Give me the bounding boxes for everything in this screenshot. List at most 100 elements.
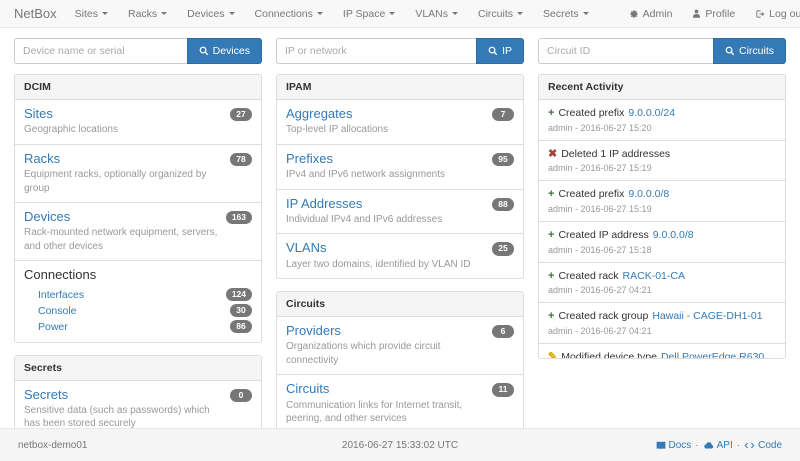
ip-search-button-label: IP: [502, 45, 512, 57]
activity-line: + Created IP address 9.0.0.0/8: [548, 228, 776, 243]
activity-object-link[interactable]: Hawaii - CAGE-DH1-01: [652, 310, 763, 323]
nav-item-profile[interactable]: Profile: [692, 8, 735, 20]
dcim-row-sites[interactable]: Sites 27 Geographic locations: [15, 100, 261, 145]
circuits-desc-providers: Organizations which provide circuit conn…: [286, 341, 441, 366]
dcim-badge-interfaces: 124: [225, 287, 252, 301]
nav-item-label: Circuits: [478, 7, 514, 20]
ipam-desc-vlans: Layer two domains, identified by VLAN ID: [286, 258, 471, 270]
chevron-down-icon: [517, 12, 524, 15]
nav-item-label: Profile: [705, 7, 736, 20]
activity-list[interactable]: + Created prefix 9.0.0.0/24 admin - 2016…: [539, 100, 785, 358]
chevron-down-icon: [228, 12, 235, 15]
page-footer: netbox-demo01 2016-06-27 15:33:02 UTC Do…: [0, 428, 800, 461]
activity-object-link[interactable]: 9.0.0.0/8: [628, 188, 670, 201]
panel-recent-activity: Recent Activity + Created prefix 9.0.0.0…: [538, 74, 786, 359]
column-dcim: DCIM Sites 27 Geographic locations Racks…: [14, 74, 262, 451]
dcim-link-sites[interactable]: Sites: [24, 106, 53, 121]
activity-object-link[interactable]: 9.0.0.0/8: [652, 228, 694, 241]
dcim-link-interfaces[interactable]: Interfaces: [38, 288, 85, 301]
ipam-row-aggregates[interactable]: Aggregates 7 Top-level IP allocations: [277, 100, 523, 145]
secrets-link-secrets[interactable]: Secrets: [24, 386, 69, 402]
dcim-subrow-console[interactable]: Console 30: [24, 303, 252, 319]
code-icon: [744, 441, 755, 450]
activity-item[interactable]: + Created prefix 9.0.0.0/24 admin - 2016…: [539, 100, 785, 141]
ipam-row-ip-addresses[interactable]: IP Addresses 88 Individual IPv4 and IPv6…: [277, 190, 523, 235]
nav-item-racks[interactable]: Racks: [128, 8, 168, 20]
activity-object-link[interactable]: 9.0.0.0/24: [628, 107, 676, 119]
device-search-button[interactable]: Devices: [186, 38, 262, 64]
ipam-link-aggregates[interactable]: Aggregates: [286, 106, 353, 121]
activity-item[interactable]: ✖ Deleted 1 IP addresses admin - 2016-06…: [539, 141, 785, 182]
dcim-subrow-interfaces[interactable]: Interfaces 124: [24, 287, 252, 303]
ip-search-button[interactable]: IP: [476, 38, 524, 64]
circuit-search-button[interactable]: Circuits: [712, 38, 786, 64]
footer-link-docs[interactable]: Docs: [656, 440, 691, 451]
column-ipam: IPAM Aggregates 7 Top-level IP allocatio…: [276, 74, 524, 446]
ipam-row-prefixes[interactable]: Prefixes 95 IPv4 and IPv6 network assign…: [277, 145, 523, 190]
panel-activity-title: Recent Activity: [539, 75, 785, 100]
nav-item-circuits[interactable]: Circuits: [478, 7, 524, 20]
nav-item-admin[interactable]: Admin: [629, 8, 672, 20]
activity-object-link[interactable]: Dell PowerEdge R630: [660, 350, 765, 358]
dcim-badge-sites: 27: [230, 108, 252, 122]
device-search-input[interactable]: [14, 38, 187, 64]
dcim-link-racks[interactable]: Racks: [24, 150, 61, 166]
activity-item[interactable]: + Created rack RACK-01-CA admin - 2016-0…: [539, 263, 785, 304]
circuits-badge-providers: 6: [492, 325, 514, 339]
circuits-link-circuits[interactable]: Circuits: [286, 381, 330, 397]
nav-item-label: Connections: [254, 7, 313, 20]
activity-item[interactable]: + Created rack group Hawaii - CAGE-DH1-0…: [539, 303, 785, 344]
dcim-link-console[interactable]: Console: [38, 304, 77, 317]
chevron-down-icon: [161, 12, 168, 15]
dcim-row-racks[interactable]: Racks 78 Equipment racks, optionally org…: [15, 145, 261, 203]
activity-item[interactable]: + Created IP address 9.0.0.0/8 admin - 2…: [539, 222, 785, 263]
nav-item-devices[interactable]: Devices: [187, 8, 235, 20]
nav-item-secrets[interactable]: Secrets: [543, 8, 589, 20]
nav-item-ip-space[interactable]: IP Space: [343, 8, 396, 20]
circuits-link-providers[interactable]: Providers: [286, 323, 341, 338]
circuit-search-input[interactable]: [538, 38, 713, 64]
ipam-link-vlans[interactable]: VLANs: [286, 240, 327, 256]
activity-item[interactable]: + Created prefix 9.0.0.0/8 admin - 2016-…: [539, 181, 785, 222]
dcim-row-connections: Connections Interfaces 124 Console 30 Po…: [15, 261, 261, 341]
nav-item-connections[interactable]: Connections: [255, 8, 323, 20]
nav-item-logout[interactable]: Log out: [755, 8, 800, 20]
nav-menu: Sites Racks Devices Connections IP Space…: [75, 8, 609, 20]
nav-item-label: Secrets: [543, 7, 579, 20]
dcim-subrow-power[interactable]: Power 86: [24, 319, 252, 335]
ipam-row-vlans[interactable]: VLANs 25 Layer two domains, identified b…: [277, 234, 523, 278]
activity-item[interactable]: ✎ Modified device type Dell PowerEdge R6…: [539, 344, 785, 358]
brand-logo[interactable]: NetBox: [14, 6, 57, 21]
plus-icon: +: [548, 310, 555, 323]
nav-item-label: Log out: [769, 7, 800, 20]
activity-action: Modified device type: [561, 350, 657, 358]
ipam-desc-prefixes: IPv4 and IPv6 network assignments: [286, 169, 445, 180]
circuits-row-circuits[interactable]: Circuits 11 Communication links for Inte…: [277, 375, 523, 432]
nav-item-label: Sites: [74, 7, 98, 20]
secrets-row-secrets[interactable]: Secrets 0 Sensitive data (such as passwo…: [15, 381, 261, 438]
dcim-link-devices[interactable]: Devices: [24, 209, 71, 224]
nav-item-sites[interactable]: Sites: [75, 8, 108, 20]
search-icon: [199, 46, 209, 56]
activity-line: + Created rack group Hawaii - CAGE-DH1-0…: [548, 309, 776, 324]
activity-meta: admin - 2016-06-27 15:19: [548, 163, 652, 174]
search-bar-row: Devices IP Circu: [14, 38, 786, 64]
circuits-row-providers[interactable]: Providers 6 Organizations which provide …: [277, 317, 523, 376]
dcim-link-power[interactable]: Power: [38, 320, 68, 333]
ipam-link-prefixes[interactable]: Prefixes: [286, 150, 333, 166]
circuits-badge-circuits: 11: [492, 383, 514, 397]
activity-action: Created rack: [558, 269, 619, 282]
ip-search-input[interactable]: [276, 38, 477, 64]
footer-link-api[interactable]: API: [703, 440, 733, 451]
dcim-badge-devices: 163: [225, 211, 252, 225]
dcim-desc-devices: Rack-mounted network equipment, servers,…: [24, 227, 218, 252]
panel-dcim: DCIM Sites 27 Geographic locations Racks…: [14, 74, 262, 343]
activity-object-link[interactable]: RACK-01-CA: [622, 269, 685, 282]
nav-item-vlans[interactable]: VLANs: [415, 8, 459, 20]
plus-icon: +: [548, 188, 555, 201]
dcim-row-devices[interactable]: Devices 163 Rack-mounted network equipme…: [15, 203, 261, 262]
footer-link-code[interactable]: Code: [744, 440, 782, 451]
ipam-link-ip-addresses[interactable]: IP Addresses: [286, 195, 363, 211]
dcim-badge-power: 86: [230, 319, 252, 333]
panel-ipam-title: IPAM: [277, 75, 523, 100]
